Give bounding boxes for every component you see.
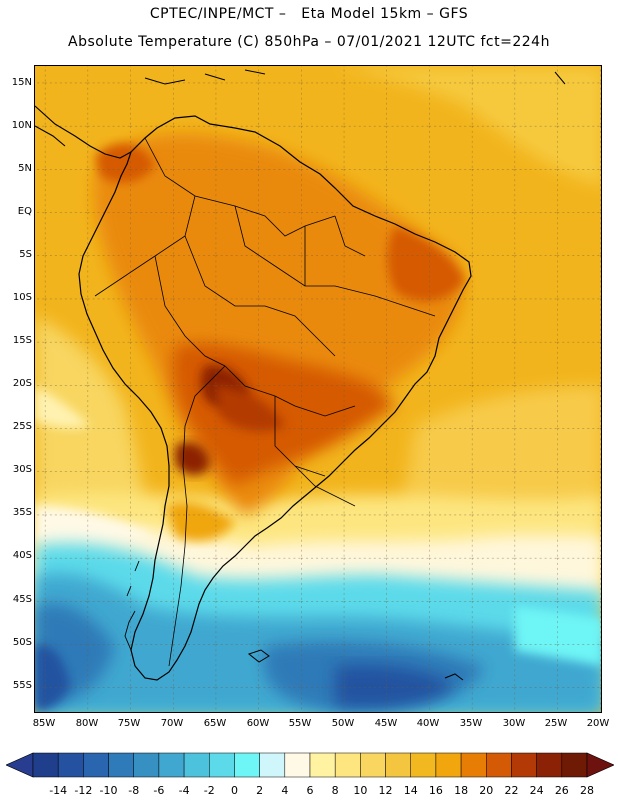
title-model: CPTEC/INPE/MCT – Eta Model 15km – GFS: [149, 6, 469, 22]
colorbar-label: -6: [153, 784, 165, 797]
colorbar-cell: [486, 752, 512, 778]
lon-label: 60W: [246, 718, 270, 729]
colorbar-cell: [561, 752, 588, 778]
colorbar-label: 6: [306, 784, 314, 797]
colorbar-label: 18: [454, 784, 469, 797]
lat-label: 15N: [11, 77, 32, 88]
colorbar-cell: [133, 752, 160, 778]
lon-label: 40W: [416, 718, 440, 729]
colorbar-cell: [360, 752, 386, 778]
coastline-south-america: [78, 115, 472, 681]
lat-label: 10S: [12, 292, 32, 303]
lon-label: 50W: [331, 718, 355, 729]
lat-label: 5N: [18, 163, 32, 174]
colorbar-over-arrow: [586, 752, 614, 778]
colorbar-label: -2: [203, 784, 215, 797]
colorbar-cell: [183, 752, 210, 778]
lat-label: EQ: [17, 206, 32, 217]
coastline-central-america: [35, 105, 132, 159]
colorbar-label: -14: [49, 784, 68, 797]
temperature-map: [34, 65, 602, 713]
colorbar-label: 26: [554, 784, 569, 797]
colorbar-cell: [511, 752, 537, 778]
lon-label: 25W: [544, 718, 568, 729]
lon-label: 20W: [586, 718, 610, 729]
lon-label: 70W: [160, 718, 184, 729]
colorbar-label: -4: [178, 784, 190, 797]
lat-label: 35S: [12, 507, 32, 518]
lon-label: 45W: [374, 718, 398, 729]
colorbar-cell: [259, 752, 286, 778]
colorbar-label: 14: [403, 784, 418, 797]
colorbar-label: -8: [128, 784, 140, 797]
colorbar-cell: [435, 752, 462, 778]
colorbar-label: 12: [378, 784, 393, 797]
lat-label: 15S: [12, 335, 32, 346]
coastline-chile-islands: [124, 560, 140, 651]
lon-label: 85W: [32, 718, 56, 729]
graticule: [35, 66, 601, 712]
coastline-south-georgia: [444, 673, 464, 681]
lat-label: 10N: [11, 120, 32, 131]
lon-label: 35W: [459, 718, 483, 729]
colorbar-cell: [32, 752, 59, 778]
lat-label: 30S: [12, 464, 32, 475]
colorbar-label: 0: [230, 784, 238, 797]
colorbar-cell: [158, 752, 185, 778]
colorbar-label: -10: [99, 784, 118, 797]
lon-label: 75W: [117, 718, 141, 729]
lat-label: 45S: [12, 594, 32, 605]
colorbar-cell: [410, 752, 437, 778]
lat-label: 55S: [12, 680, 32, 691]
lon-label: 80W: [75, 718, 99, 729]
colorbar-label: 28: [580, 784, 594, 797]
colorbar-label: 24: [529, 784, 544, 797]
colorbar-under-arrow: [6, 752, 34, 778]
colorbar-cell: [83, 752, 109, 778]
colorbar-cell: [536, 752, 563, 778]
colorbar-cell: [234, 752, 260, 778]
colorbar-cell: [209, 752, 235, 778]
colorbar-label: 16: [428, 784, 443, 797]
colorbar-cell: [108, 752, 134, 778]
colorbar: [6, 752, 614, 778]
colorbar-cell: [385, 752, 411, 778]
country-borders: [94, 137, 436, 667]
colorbar-cell: [57, 752, 84, 778]
lat-label: 25S: [12, 421, 32, 432]
colorbar-label: 10: [353, 784, 368, 797]
colorbar-label: 8: [331, 784, 339, 797]
lat-label: 40S: [12, 550, 32, 561]
colorbar-cell: [284, 752, 311, 778]
lat-label: 5S: [19, 249, 32, 260]
lon-label: 65W: [203, 718, 227, 729]
title-variable: Absolute Temperature (C) 850hPa – 07/01/…: [68, 34, 550, 50]
colorbar-cell: [309, 752, 336, 778]
lon-label: 30W: [502, 718, 526, 729]
colorbar-label: 4: [281, 784, 289, 797]
colorbar-label: 2: [256, 784, 264, 797]
lon-label: 55W: [288, 718, 312, 729]
colorbar-label: -12: [74, 784, 93, 797]
colorbar-label: 22: [504, 784, 519, 797]
coastline-falklands: [247, 649, 270, 663]
lat-label: 50S: [12, 637, 32, 648]
lat-label: 20S: [12, 378, 32, 389]
colorbar-cell: [334, 752, 361, 778]
coastline-caribbean: [144, 69, 566, 85]
colorbar-label: 20: [479, 784, 494, 797]
colorbar-cell: [460, 752, 487, 778]
